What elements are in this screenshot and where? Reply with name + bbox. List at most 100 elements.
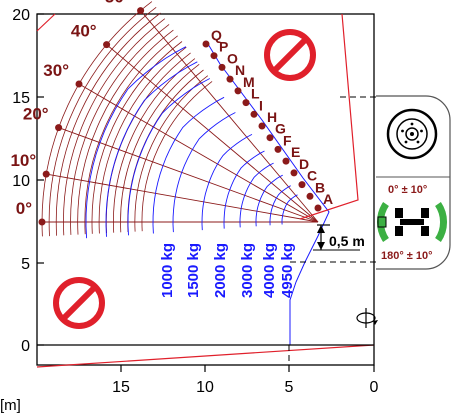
side-panel: 0° ± 10° 180° ± 10° [376,95,451,270]
boom-angle-label: 30° [43,61,69,80]
extension-dot [298,181,306,189]
load-curve [105,61,198,237]
dimension-label: 0,5 m [329,233,365,249]
boom-extension-arc [134,75,209,232]
boom-angle-dot [137,7,145,15]
extension-letter: H [267,109,277,125]
boom-angle-dot [55,124,63,132]
boom-extension-arc [141,81,213,232]
unit-label: [m] [0,397,21,414]
extension-letter: M [243,74,255,90]
boom-extension-arc [98,46,187,234]
boom-angle-ray [78,83,319,223]
boom-angle-label: 0° [16,199,32,218]
rotation-arrow-icon [356,308,378,328]
boom-extension-arc [113,58,196,233]
extension-letter: L [251,86,260,102]
x-tick-label: 15 [112,379,130,396]
extension-letter: O [227,50,238,66]
load-label: 1000 kg [159,243,176,298]
extension-dot [202,40,210,48]
boom-angle-label: 40° [71,22,97,41]
prohibited-zone-icon [264,29,316,81]
extension-dot [282,157,290,165]
boom-angle-ray [58,127,319,223]
vehicle-steering-icon [377,202,447,242]
extension-dot [274,145,282,153]
load-curve [172,112,236,233]
extension-dot [258,122,266,130]
tire-icon [386,108,438,160]
load-curve [127,78,211,236]
y-tick-label: 5 [21,256,30,273]
y-tick-label: 20 [12,7,30,24]
extension-dot [218,63,226,71]
load-label: 1500 kg [185,243,202,298]
axes: 15 10 5 0 20 15 10 5 0 [12,7,378,396]
y-tick-label: 0 [21,338,30,355]
y-tick-label: 15 [12,90,30,107]
rotation-label-rear: 180° ± 10° [381,250,433,262]
extension-dot [234,87,242,95]
boom-extension-arc [120,63,200,233]
extension-letter: I [259,97,263,113]
boom-angle-dot [103,41,111,49]
boom-extension-arc [41,1,153,237]
load-curve [269,185,291,226]
extension-letter: F [283,132,292,148]
forbidden-boundary [36,13,375,368]
extension-dot [306,192,314,200]
load-curve [281,194,298,225]
extension-dot [290,169,298,177]
load-curve [201,134,253,231]
boom-angle-ray [106,44,319,223]
load-curve [152,96,225,234]
x-tick-label: 10 [196,379,214,396]
rotation-label-front: 0° ± 10° [388,184,427,196]
boom-extension-arcs [41,1,213,237]
extension-dot [314,204,322,212]
load-curve [239,162,274,228]
load-curve [223,150,265,229]
boom-angle-dot [75,80,83,88]
extension-dot [242,99,250,107]
extension-letter: G [275,121,286,137]
dimension-marker: 0,5 m [313,224,365,251]
extension-dot [210,52,218,60]
boom-angle-label: 20° [23,105,49,124]
boom-angle-dot [42,170,50,178]
load-curve [85,46,187,239]
extension-letter: E [291,144,300,160]
extension-letter: A [323,191,333,207]
extension-letter: D [299,156,309,172]
boom-angle-dot [38,218,46,226]
load-label: 4000 kg [261,243,278,298]
boom-angle-dots [38,7,322,226]
boom-extension-arc [70,24,170,235]
load-curve [255,174,283,227]
boom-extension-arc [55,12,161,236]
extension-letter: C [307,168,317,184]
extension-letter: P [219,39,228,55]
extension-dot [226,75,234,83]
load-label: 4950 kg [279,243,296,298]
prohibited-zone-icon [53,277,105,329]
boom-extension-arc [48,6,157,237]
boom-angle-label: 50° [105,0,131,7]
extension-dot [250,110,258,118]
boom-angle-ray [46,173,319,223]
boom-extension-arc [84,35,178,235]
x-tick-label: 0 [370,379,379,396]
load-label: 3000 kg [239,243,256,298]
boom-extension-arc [91,41,183,234]
y-tick-label: 10 [12,173,30,190]
boom-angle-label: 10° [10,151,36,170]
boom-extension-arc [77,29,174,235]
load-label: 2000 kg [212,243,229,298]
extension-letter: Q [211,27,222,43]
boom-extension-arc [63,18,166,236]
extension-dot [266,134,274,142]
extension-letter: N [235,62,245,78]
